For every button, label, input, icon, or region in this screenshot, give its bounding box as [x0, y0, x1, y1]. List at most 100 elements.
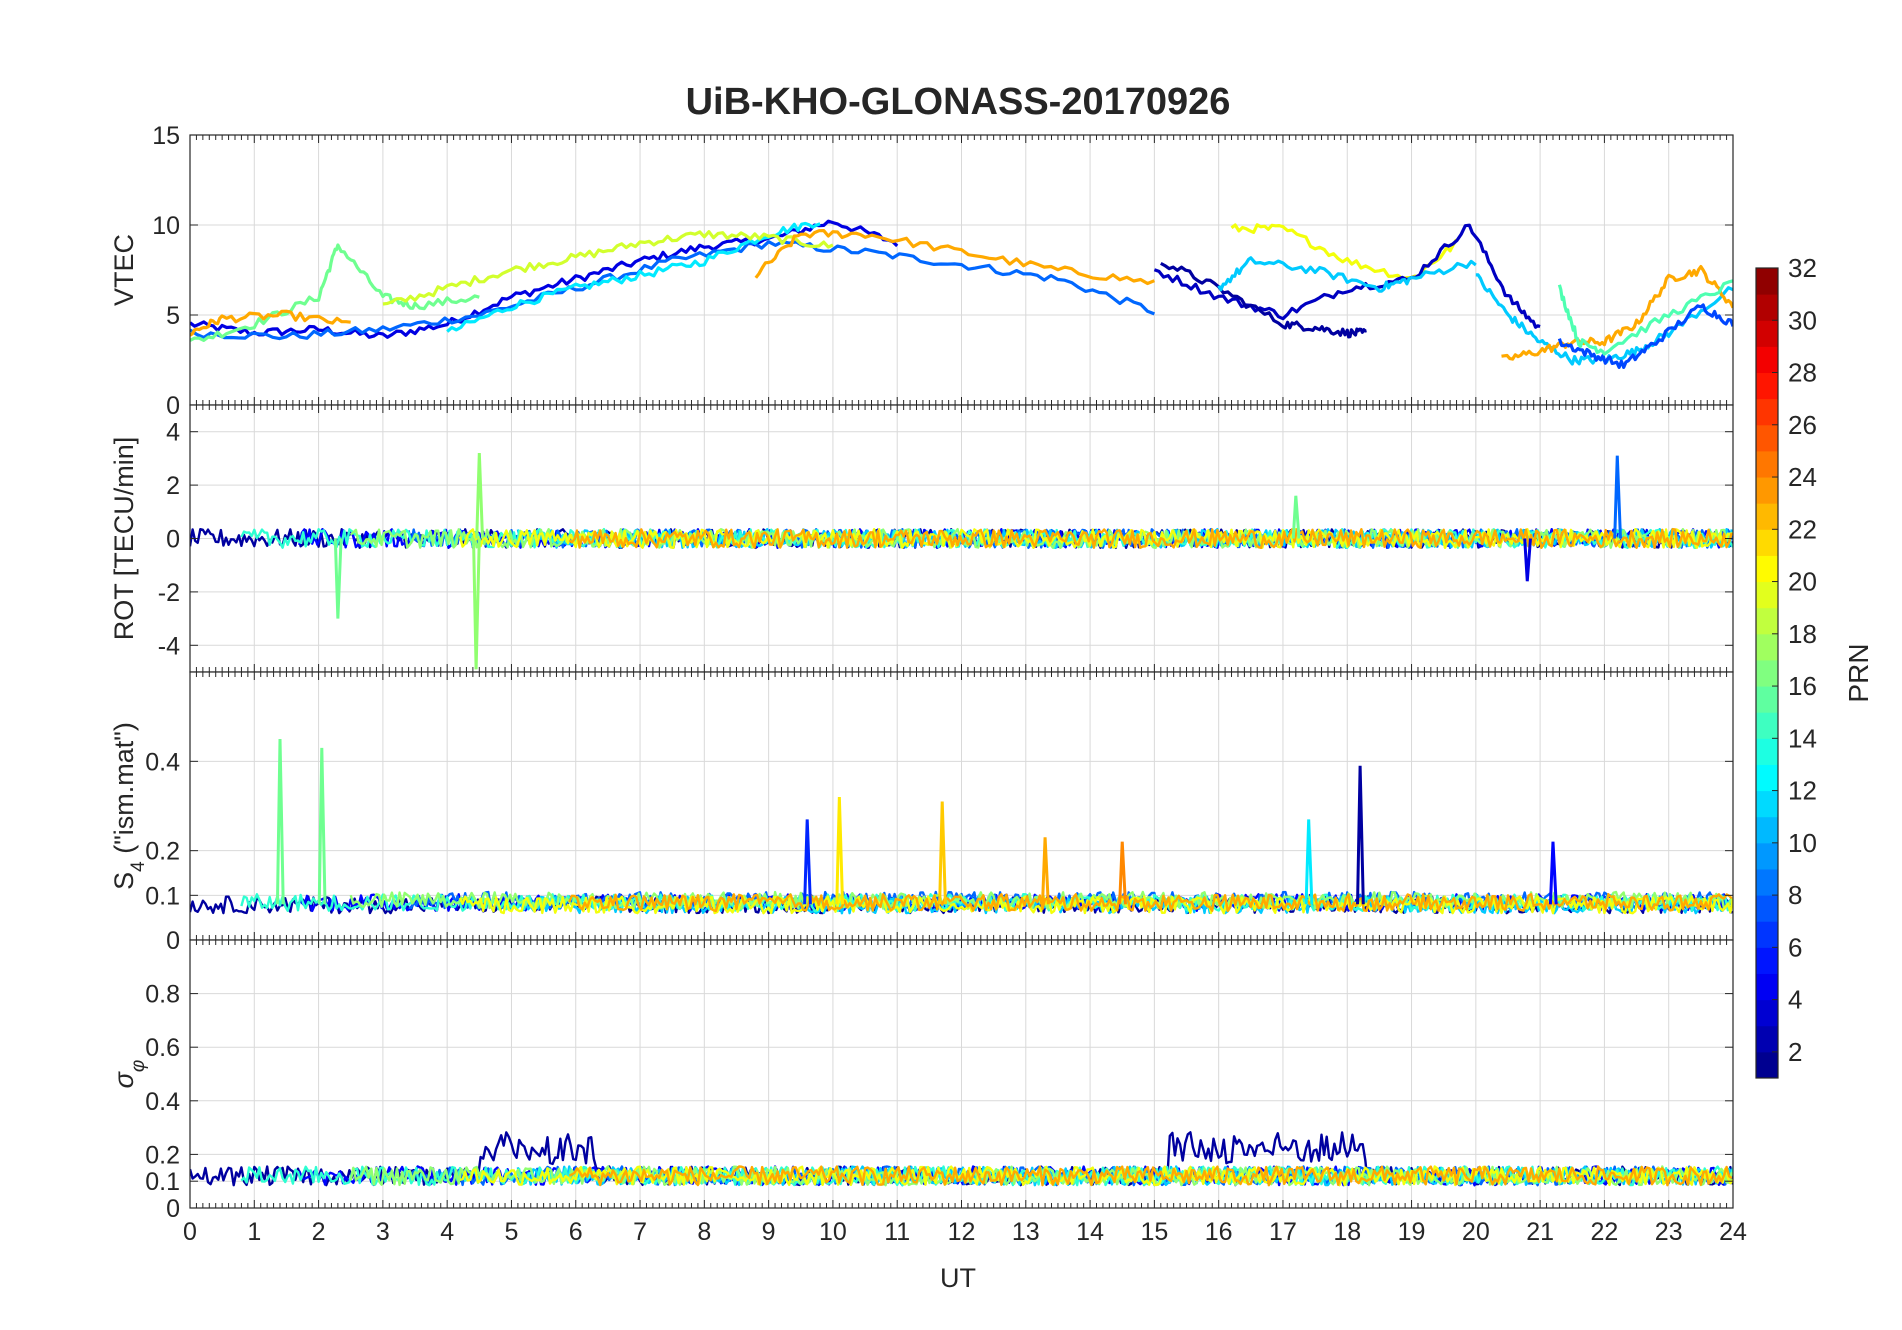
x-tick-label: 18: [1333, 1218, 1361, 1246]
s4-track-prn-20: [458, 895, 1733, 915]
axes-sigma_phi: 00.10.20.40.60.80 1 2 3 4 5 6 7 8 9 10 11 12 13 14 15 16…: [145, 939, 1747, 1246]
sigma_phi-track-prn-23: [568, 1165, 1733, 1187]
axes-s4: 0 0.1 0.2 0.4: [145, 671, 1734, 955]
colorbar-segment: [1756, 503, 1778, 530]
colorbar-segment: [1756, 1025, 1778, 1053]
y-tick-label: 0.8: [145, 981, 180, 1009]
vtec-track-prn-8: [190, 240, 1155, 341]
colorbar-tick-label: 12: [1788, 776, 1817, 806]
colorbar-segment: [1756, 424, 1778, 452]
s4-spike: [835, 797, 845, 905]
x-tick-label: 16: [1205, 1218, 1233, 1246]
y-tick-label: -2: [158, 579, 180, 607]
colorbar-tick-label: 22: [1788, 514, 1817, 544]
vtec-track-prn-23: [754, 229, 1156, 286]
series-rot: [190, 453, 1733, 670]
colorbar-segment: [1756, 973, 1778, 1001]
panel-vtec: 0 5 10 15 VTEC: [109, 122, 1734, 420]
colorbar-segment: [1756, 607, 1778, 635]
colorbar-segment: [1756, 555, 1778, 583]
colorbar-segment: [1756, 320, 1778, 347]
colorbar-segment: [1756, 659, 1778, 687]
s4-spike: [1356, 765, 1365, 905]
x-tick-label: 2: [312, 1218, 326, 1246]
x-tick-label: 3: [376, 1218, 390, 1246]
rot-track-prn-23: [568, 528, 1733, 549]
colorbar-segment: [1756, 529, 1778, 556]
colorbar-segment: [1756, 842, 1778, 870]
x-tick-label: 19: [1398, 1218, 1426, 1246]
x-tick-label: 13: [1012, 1218, 1040, 1246]
y-tick-label: 0.2: [145, 838, 180, 866]
colorbar-tick-label: 8: [1788, 880, 1802, 910]
colorbar-tick-label: 30: [1788, 305, 1817, 335]
y-tick-label: 0.4: [145, 1088, 180, 1116]
x-tick-label: 5: [505, 1218, 519, 1246]
vtec-track-prn-7: [1557, 303, 1733, 369]
colorbar-segment: [1756, 764, 1778, 792]
y-tick-label: 10: [152, 212, 180, 240]
colorbar-segment: [1756, 868, 1778, 896]
colorbar-tick-label: 24: [1788, 462, 1817, 492]
y-tick-label: 0: [166, 927, 180, 955]
colorbar-segment: [1756, 947, 1778, 974]
colorbar-segment: [1756, 372, 1778, 400]
vtec-track-prn-4: [190, 219, 899, 339]
vtec-track-prn-16: [190, 243, 480, 342]
y-axis-label-rot: ROT [TECU/min]: [109, 437, 139, 641]
series-s4: [190, 738, 1733, 915]
y-tick-label: 2: [166, 472, 180, 500]
colorbar-tick-label: 20: [1788, 567, 1817, 597]
colorbar-segment: [1756, 450, 1778, 478]
x-tick-label: 17: [1269, 1218, 1297, 1246]
rot-spike: [1523, 538, 1532, 582]
vtec-track-prn-23: [1501, 265, 1733, 361]
y-tick-label: 0: [166, 526, 180, 554]
colorbar-segment: [1756, 477, 1778, 504]
colorbar-segment: [1756, 921, 1778, 948]
rot-spike: [475, 453, 485, 539]
x-tick-label: 23: [1655, 1218, 1683, 1246]
axes-vtec: 0 5 10 15: [152, 122, 1734, 420]
colorbar-tick-label: 4: [1788, 985, 1802, 1015]
y-tick-label: 0.2: [145, 1141, 180, 1169]
colorbar-segment: [1756, 686, 1778, 713]
colorbar-tick-label: 2: [1788, 1037, 1802, 1067]
colorbar-label: PRN: [1843, 643, 1874, 702]
s4-spike: [938, 801, 947, 905]
s4-spike: [803, 819, 812, 905]
y-tick-label: 15: [152, 122, 180, 150]
y-tick-label: 0.1: [145, 1168, 180, 1196]
colorbar-segment: [1756, 816, 1778, 844]
chart-title: UiB-KHO-GLONASS-20170926: [686, 81, 1231, 123]
s4-track-prn-23: [568, 893, 1733, 913]
s4-spike: [1118, 841, 1127, 905]
x-tick-label: 0: [183, 1218, 197, 1246]
colorbar-tick-label: 16: [1788, 671, 1817, 701]
colorbar-tick-label: 14: [1788, 723, 1817, 753]
s4-spike: [1548, 841, 1558, 905]
colorbar-segment: [1756, 1051, 1778, 1079]
panel-rot: -4 -2 0 2 4 ROT [TECU/min]: [109, 404, 1734, 673]
colorbar-segment: [1756, 895, 1778, 922]
y-tick-label: 0: [166, 392, 180, 420]
colorbar-tick-label: 10: [1788, 828, 1817, 858]
x-tick-label: 8: [697, 1218, 711, 1246]
x-tick-label: 1: [247, 1218, 261, 1246]
y-tick-label: 0.6: [145, 1034, 180, 1062]
y-tick-label: 4: [166, 419, 180, 447]
colorbar-segment: [1756, 633, 1778, 661]
colorbar-segment: [1756, 738, 1778, 765]
x-tick-label: 14: [1076, 1218, 1104, 1246]
colorbar-tick-label: 26: [1788, 410, 1817, 440]
rot-spike: [472, 538, 481, 670]
rot-spike: [1613, 455, 1622, 539]
x-tick-label: 22: [1591, 1218, 1619, 1246]
y-axis-label-vtec: VTEC: [109, 234, 139, 306]
series-sigma_phi: [190, 1131, 1733, 1187]
x-tick-label: 15: [1140, 1218, 1168, 1246]
panel-sigma_phi: 00.10.20.40.60.80 1 2 3 4 5 6 7 8 9 10 11 12 13 14 15 16…: [109, 939, 1747, 1246]
y-axis-label-sigma_phi: σφ: [109, 1060, 149, 1089]
